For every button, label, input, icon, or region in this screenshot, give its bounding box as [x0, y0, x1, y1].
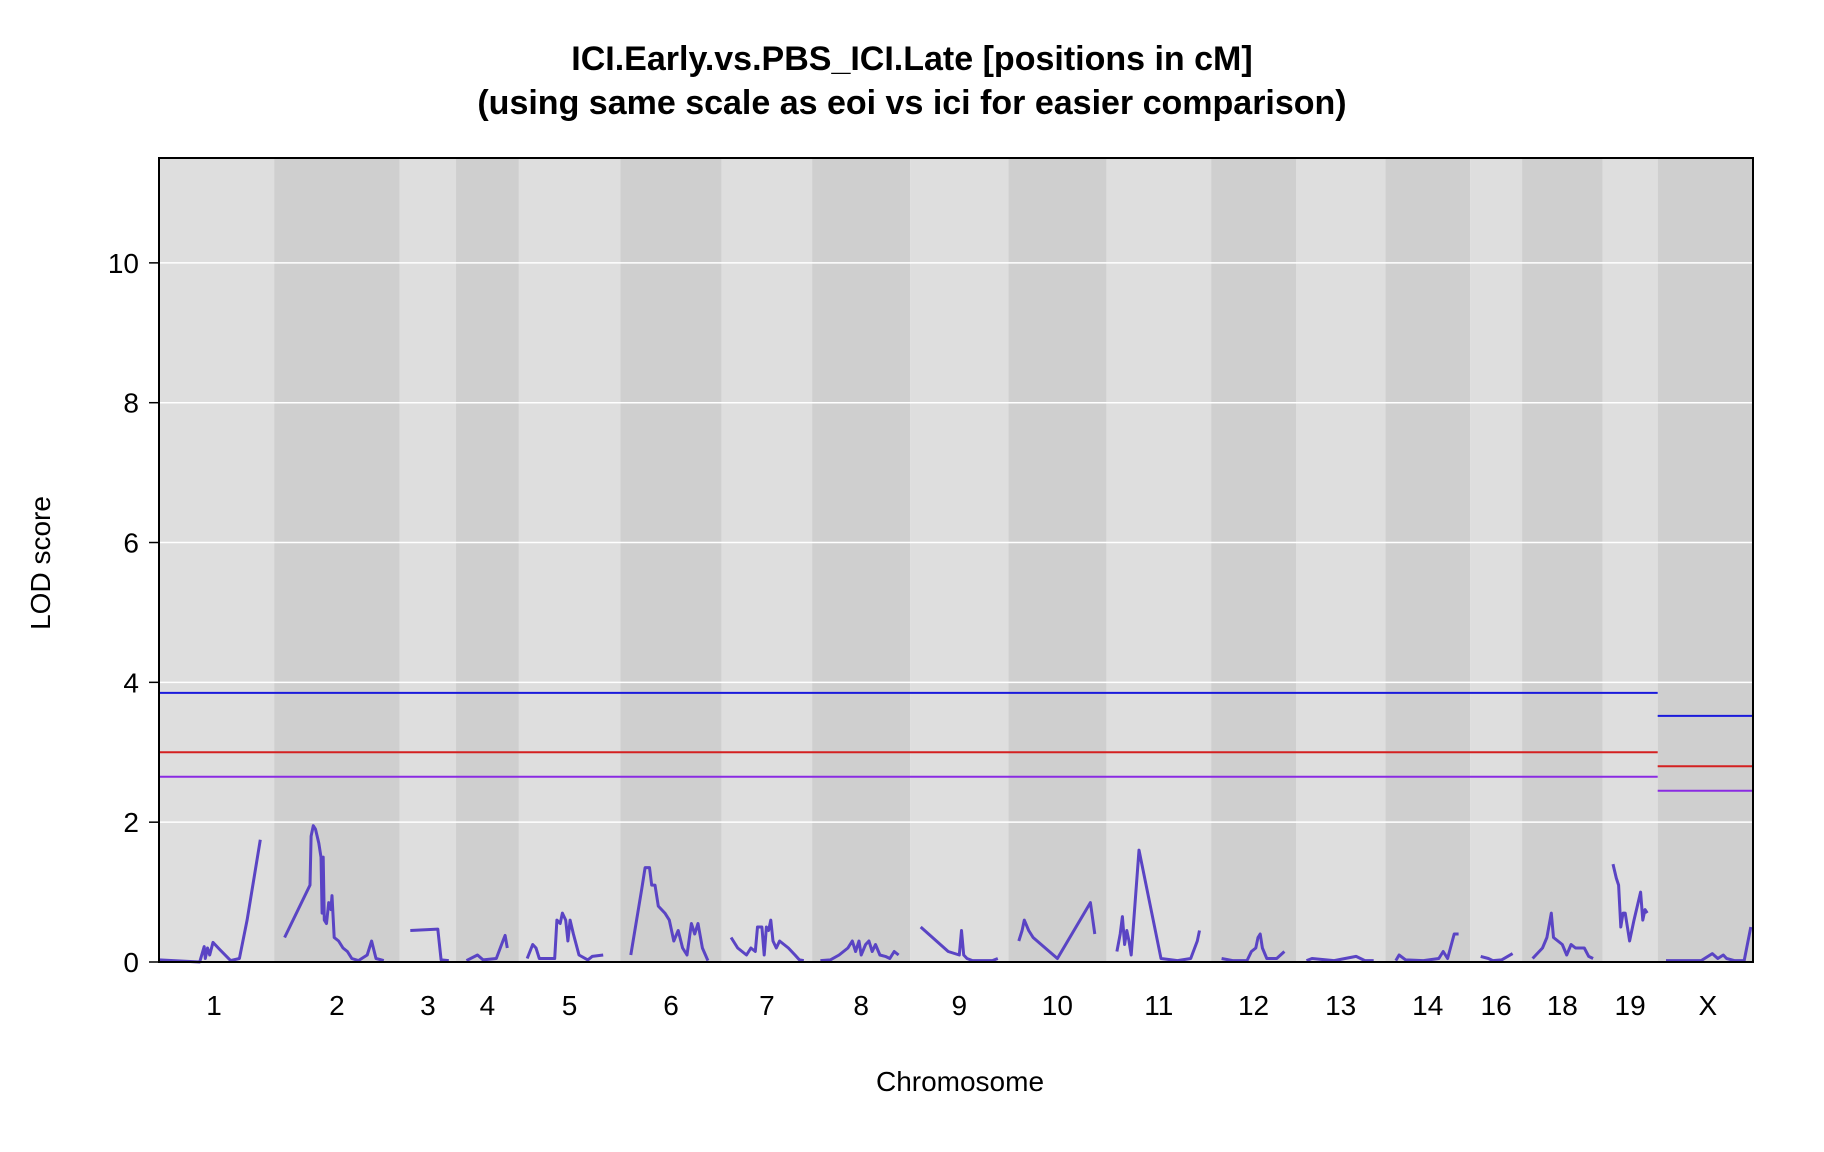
chromosome-band-9 — [910, 158, 1009, 962]
y-tick-label: 8 — [123, 388, 139, 419]
x-tick-label-chr-18: 18 — [1547, 990, 1578, 1021]
chromosome-band-8 — [812, 158, 911, 962]
x-tick-label-chr-8: 8 — [853, 990, 869, 1021]
x-tick-label-chr-19: 19 — [1615, 990, 1646, 1021]
chromosome-band-4 — [456, 158, 519, 962]
chromosome-band-13 — [1296, 158, 1386, 962]
lod-curve-chr-8 — [820, 939, 900, 963]
lod-curve-chr-4 — [465, 933, 509, 962]
lod-curve-chr-X — [1666, 926, 1753, 963]
lod-curve-chr-14 — [1394, 932, 1459, 963]
chromosome-band-2 — [274, 158, 400, 962]
lod-curve-chr-9 — [919, 925, 999, 963]
x-tick-label-chr-4: 4 — [480, 990, 496, 1021]
chromosome-band-6 — [620, 158, 722, 962]
lod-curve-chr-18 — [1531, 911, 1594, 960]
chromosome-band-3 — [399, 158, 457, 962]
y-axis-label: LOD score — [25, 496, 56, 630]
chromosome-band-X — [1657, 158, 1753, 962]
chromosome-band-12 — [1211, 158, 1297, 962]
lod-curve-chr-10 — [1017, 901, 1097, 960]
chromosome-band-16 — [1470, 158, 1523, 962]
y-tick-label: 6 — [123, 528, 139, 559]
chart-title: ICI.Early.vs.PBS_ICI.Late [positions in … — [571, 40, 1252, 78]
y-tick-label: 0 — [123, 947, 139, 978]
lod-curve-chr-16 — [1480, 952, 1514, 963]
y-tick-label: 2 — [123, 807, 139, 838]
x-tick-label-chr-16: 16 — [1481, 990, 1512, 1021]
x-tick-label-chr-10: 10 — [1042, 990, 1073, 1021]
x-tick-label-chr-5: 5 — [562, 990, 578, 1021]
lod-curve-chr-3 — [410, 927, 449, 963]
y-tick-label: 4 — [123, 667, 139, 698]
x-tick-label-chr-14: 14 — [1412, 990, 1443, 1021]
x-tick-label-chr-X: X — [1699, 990, 1718, 1021]
chromosome-band-11 — [1106, 158, 1212, 962]
lod-curve-chr-13 — [1305, 954, 1374, 963]
lod-curve-chr-6 — [629, 866, 710, 962]
y-tick-label: 10 — [108, 248, 139, 279]
chart-subtitle: (using same scale as eoi vs ici for easi… — [477, 84, 1346, 122]
x-tick-label-chr-1: 1 — [206, 990, 222, 1021]
chromosome-band-14 — [1385, 158, 1471, 962]
x-tick-label-chr-3: 3 — [420, 990, 436, 1021]
x-tick-label-chr-6: 6 — [663, 990, 679, 1021]
x-tick-label-chr-7: 7 — [759, 990, 775, 1021]
lod-curve-chr-11 — [1115, 848, 1201, 963]
x-tick-label-chr-2: 2 — [329, 990, 345, 1021]
lod-curve-chr-1 — [158, 839, 262, 964]
chromosome-band-18 — [1522, 158, 1603, 962]
lod-curve-chr-12 — [1221, 932, 1286, 963]
chromosome-band-19 — [1602, 158, 1658, 962]
x-tick-label-chr-9: 9 — [951, 990, 967, 1021]
x-tick-label-chr-12: 12 — [1238, 990, 1269, 1021]
x-tick-label-chr-13: 13 — [1325, 990, 1356, 1021]
lod-curve-chr-19 — [1611, 863, 1649, 943]
chromosome-band-1 — [159, 158, 275, 962]
x-axis-label: Chromosome — [876, 1066, 1044, 1097]
x-tick-label-chr-11: 11 — [1144, 990, 1173, 1021]
lod-curve-chr-7 — [729, 918, 805, 963]
chromosome-band-10 — [1008, 158, 1107, 962]
chromosome-band-5 — [518, 158, 621, 962]
plot-frame — [158, 157, 1754, 963]
chromosome-band-7 — [721, 158, 813, 962]
lod-curve-chr-5 — [525, 911, 604, 962]
lod-curve-chr-2 — [283, 824, 385, 963]
